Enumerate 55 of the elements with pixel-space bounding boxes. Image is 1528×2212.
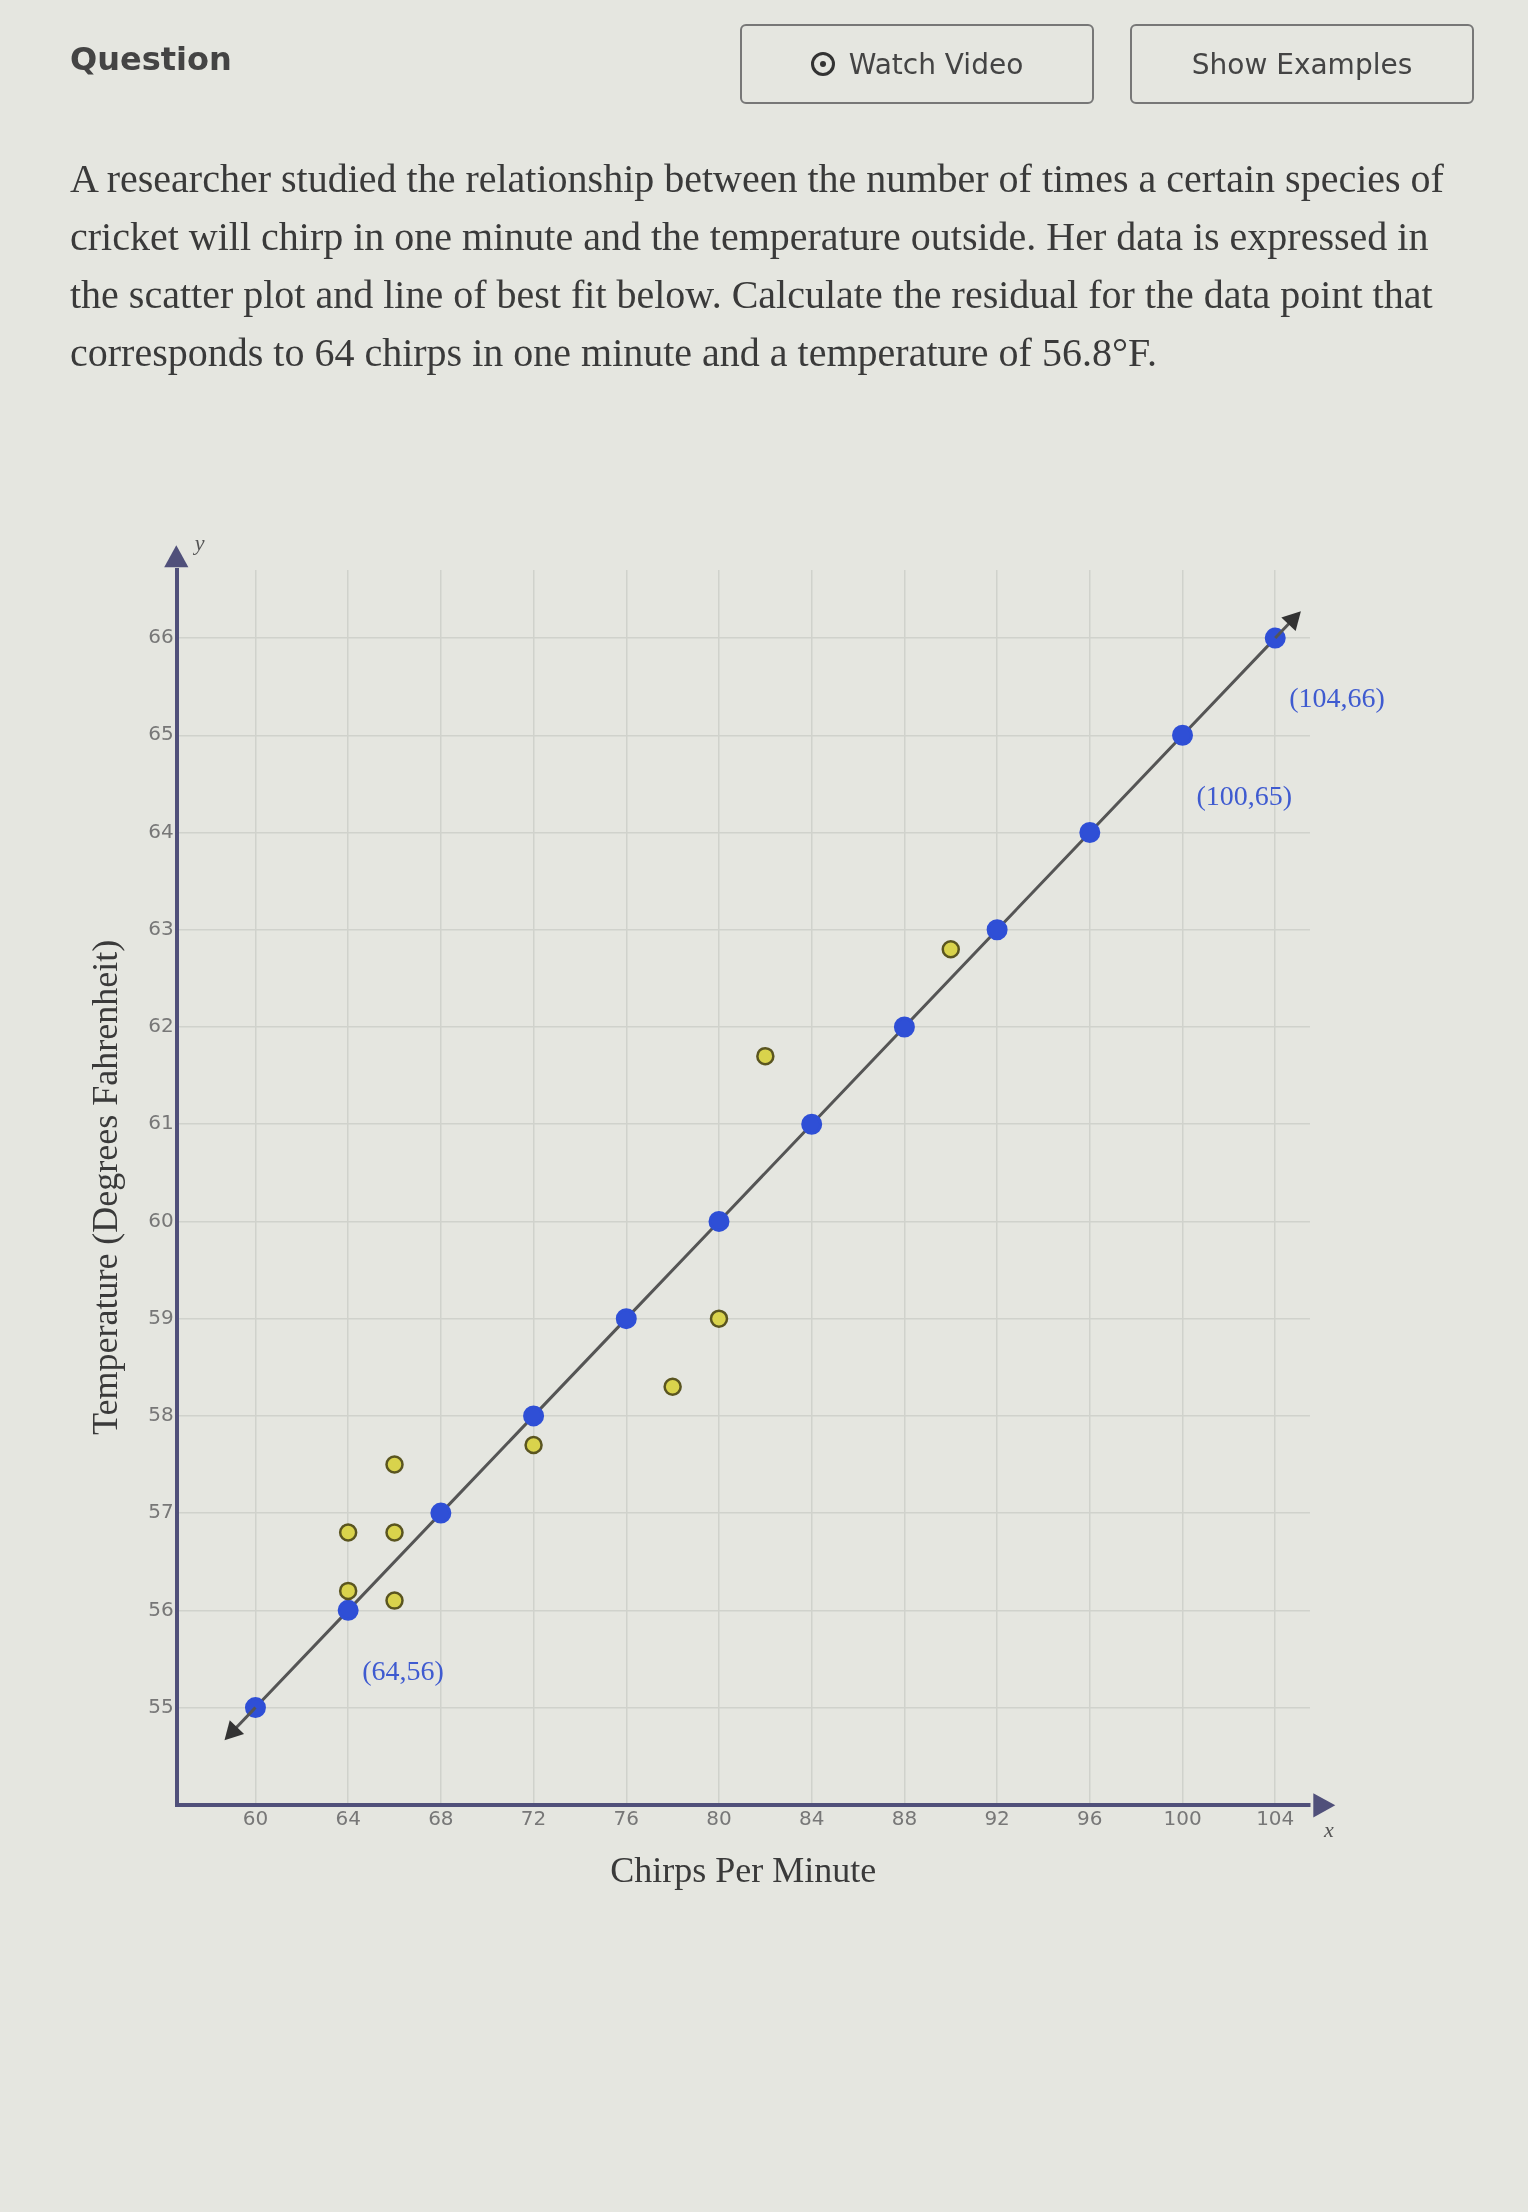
y-tick-label: 61 [148,1110,174,1135]
annotation: (100,65) [1196,779,1293,811]
point [338,1523,358,1542]
y-axis-title: Temperature (Degrees Fahrenheit) [85,939,126,1436]
point [986,919,1008,941]
point [385,1455,404,1474]
y-tick-label: 58 [148,1402,174,1427]
point [338,1581,358,1601]
point [1079,822,1101,844]
point [756,1046,775,1066]
x-tick-label: 104 [1256,1806,1295,1830]
point [709,1309,729,1328]
y-tick-label: 64 [148,818,174,843]
point [615,1308,637,1330]
point [430,1502,452,1524]
point [1172,724,1194,746]
text: x [1324,1816,1334,1842]
text: Watch Video [848,47,1024,81]
x-tick-label: 60 [242,1806,269,1830]
y-tick-label: 63 [148,915,174,940]
x-tick-label: 72 [520,1806,547,1830]
annotation: (104,66) [1289,682,1385,714]
y-tick-label: 56 [148,1596,174,1621]
annotation: (64,56) [362,1654,444,1686]
point [385,1523,404,1542]
x-tick-label: 76 [613,1806,640,1830]
point [893,1016,915,1038]
x-tick-label: 80 [706,1806,732,1830]
point [708,1210,730,1232]
x-tick-label: 92 [984,1806,1010,1830]
y-tick-label: 57 [148,1499,174,1524]
point [941,939,961,959]
point [337,1599,359,1621]
point [385,1591,404,1610]
y-tick-label: 62 [148,1013,174,1038]
y-tick-label: 59 [148,1304,174,1329]
y-tick-label: 65 [148,721,174,746]
text: y [194,530,205,555]
text: A researcher studied the relationship between the number of times a certain species of cricket will chirp in one minute and the temperature outside. Her data is expressed in the scatter plot and line of best fit below. Calculate the residual for the data point that corresponds to 64 chirps in one minute and a temperature of 56.8°F. [70,156,1444,375]
y-tick-label: 60 [148,1207,174,1232]
x-axis-title: Chirps Per Minute [610,1849,877,1890]
x-tick-label: 96 [1077,1806,1103,1830]
y-tick-label: 66 [148,624,174,649]
point [524,1435,543,1455]
text: Question [70,40,232,78]
point [801,1113,823,1135]
x-tick-label: 88 [891,1806,918,1830]
point [523,1405,545,1427]
text: Show Examples [1191,47,1413,81]
x-tick-label: 68 [428,1806,454,1830]
y-tick-label: 55 [148,1693,174,1718]
x-tick-label: 100 [1163,1806,1202,1830]
point [663,1377,682,1396]
x-tick-label: 84 [798,1806,825,1830]
x-tick-label: 64 [335,1806,361,1830]
